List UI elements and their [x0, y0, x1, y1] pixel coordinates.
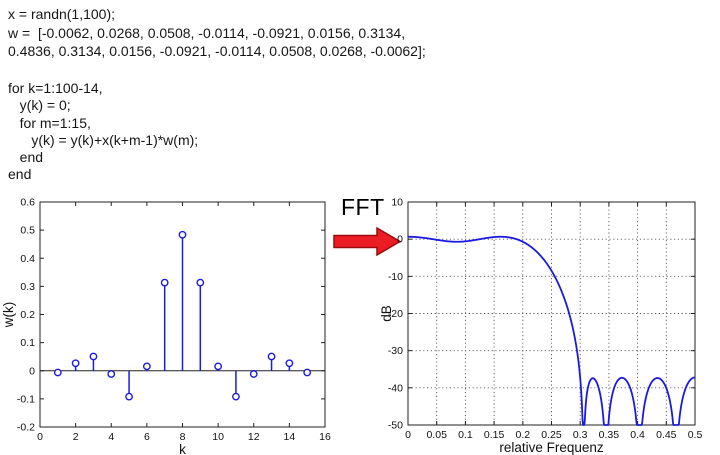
svg-text:dB: dB — [380, 305, 394, 322]
fft-label: FFT — [341, 194, 385, 220]
svg-text:0.35: 0.35 — [599, 429, 620, 441]
svg-text:10: 10 — [212, 431, 224, 443]
svg-text:0.3: 0.3 — [573, 429, 588, 441]
svg-text:4: 4 — [108, 431, 114, 443]
stem-chart-w: 0 2 4 6 8 10 12 14 16 -0.2 -0.1 0 0.1 0.2 0.3 0.4 0.5 0.6… — [0, 192, 345, 455]
svg-text:0.4: 0.4 — [20, 253, 35, 265]
svg-text:0.2: 0.2 — [515, 429, 530, 441]
svg-text:0: 0 — [37, 431, 43, 443]
svg-text:14: 14 — [284, 431, 296, 443]
svg-text:-50: -50 — [388, 420, 403, 432]
svg-text:-0.2: -0.2 — [17, 422, 35, 434]
svg-text:6: 6 — [144, 431, 150, 443]
svg-text:2: 2 — [73, 431, 79, 443]
svg-text:-40: -40 — [388, 382, 403, 394]
svg-text:0.5: 0.5 — [688, 429, 703, 441]
fft-response-chart: 0 0.05 0.1 0.15 0.2 0.25 0.3 0.35 0.4 0.45 0.5 10 0-… — [379, 192, 720, 455]
svg-text:8: 8 — [180, 431, 186, 443]
svg-text:0.4: 0.4 — [630, 429, 645, 441]
svg-text:0: 0 — [405, 429, 411, 441]
svg-text:0: 0 — [29, 365, 35, 377]
arrow-right-icon — [333, 226, 402, 257]
svg-text:12: 12 — [248, 431, 260, 443]
svg-text:0.1: 0.1 — [458, 429, 473, 441]
svg-text:16: 16 — [319, 431, 331, 443]
svg-text:0: 0 — [397, 234, 403, 246]
svg-text:0.25: 0.25 — [541, 429, 562, 441]
arrow-right-shape — [333, 226, 402, 257]
svg-text:k: k — [179, 442, 186, 455]
code-loop: for k=1:100-14, y(k) = 0; for m=1:15, y(… — [8, 80, 199, 183]
svg-text:w(k): w(k) — [1, 302, 16, 329]
svg-text:10: 10 — [391, 197, 403, 209]
svg-text:0.45: 0.45 — [656, 429, 677, 441]
svg-text:-0.1: -0.1 — [17, 393, 35, 405]
svg-text:0.5: 0.5 — [20, 225, 35, 237]
svg-text:0.2: 0.2 — [20, 309, 35, 321]
svg-text:0.15: 0.15 — [484, 429, 505, 441]
svg-text:0.6: 0.6 — [20, 197, 35, 209]
code-setup: x = randn(1,100); w = [-0.0062, 0.0268, … — [8, 6, 426, 59]
svg-text:-10: -10 — [388, 271, 403, 283]
svg-text:0.1: 0.1 — [20, 337, 35, 349]
svg-text:-30: -30 — [388, 345, 403, 357]
svg-text:0.3: 0.3 — [20, 281, 35, 293]
svg-text:relative Frequenz: relative Frequenz — [499, 440, 604, 455]
svg-text:-20: -20 — [388, 308, 403, 320]
svg-text:0.05: 0.05 — [426, 429, 447, 441]
